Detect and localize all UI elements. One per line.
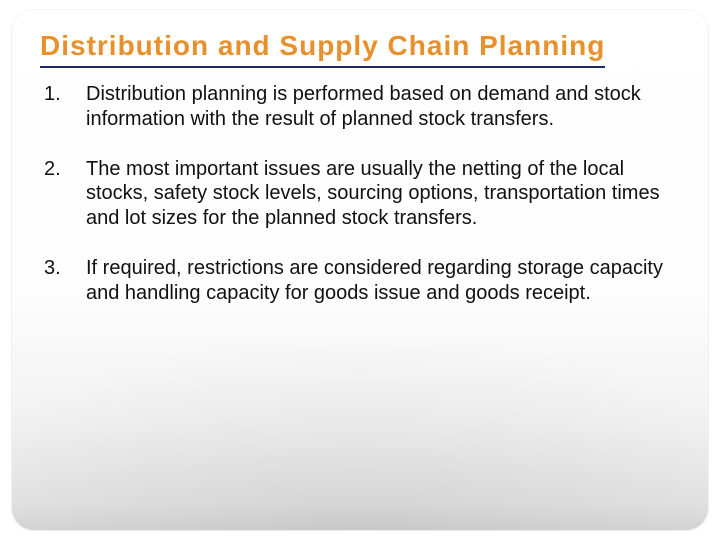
slide-title: Distribution and Supply Chain Planning	[40, 30, 605, 68]
list-item: Distribution planning is performed based…	[44, 82, 680, 131]
list-item: The most important issues are usually th…	[44, 157, 680, 230]
list-item-text: The most important issues are usually th…	[86, 158, 660, 229]
slide-container: Distribution and Supply Chain Planning D…	[0, 0, 720, 540]
slide-card: Distribution and Supply Chain Planning D…	[12, 10, 708, 530]
numbered-list: Distribution planning is performed based…	[40, 82, 680, 305]
list-item-text: If required, restrictions are considered…	[86, 257, 663, 303]
list-item-text: Distribution planning is performed based…	[86, 83, 641, 129]
list-item: If required, restrictions are considered…	[44, 256, 680, 305]
